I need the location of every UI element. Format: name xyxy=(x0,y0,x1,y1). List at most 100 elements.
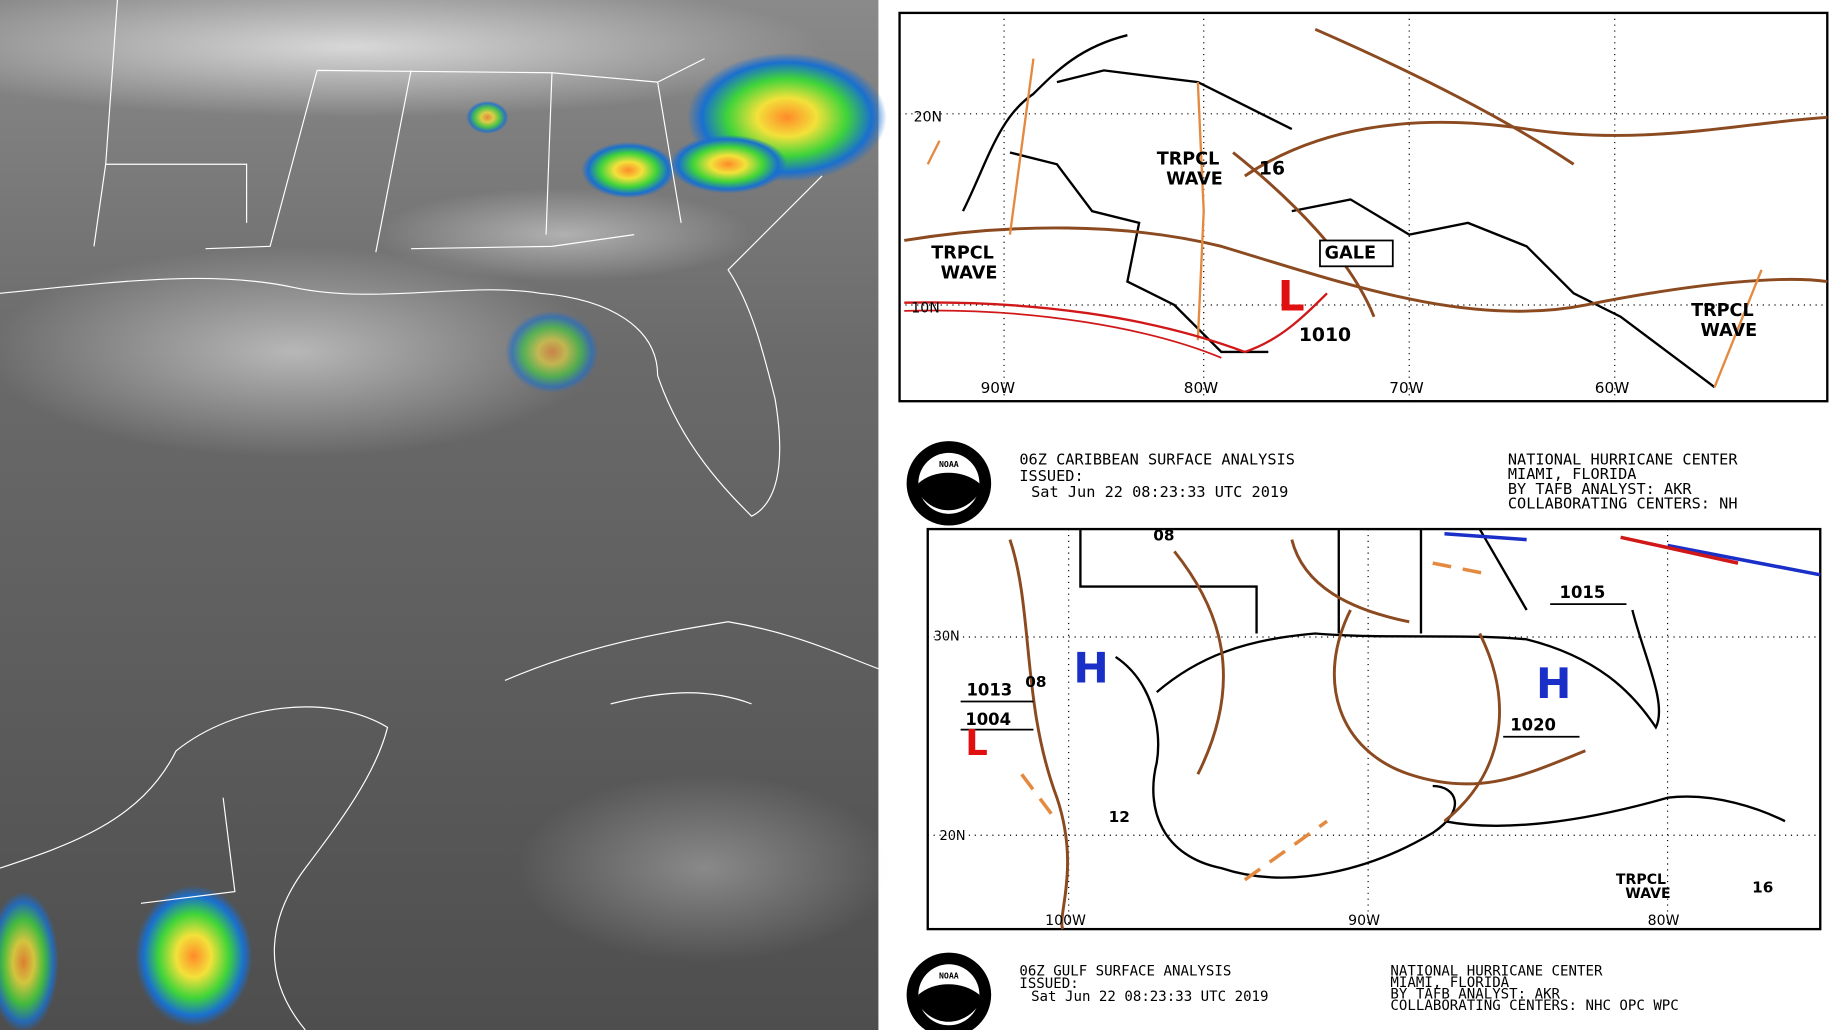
header-time: Sat Jun 22 08:23:33 UTC 2019 xyxy=(1031,989,1268,1005)
cuba-coastline xyxy=(504,621,879,705)
cloud xyxy=(0,246,599,458)
map-label: TRPCL xyxy=(1691,301,1754,321)
tropical-wave xyxy=(1020,561,1492,882)
noaa-logo xyxy=(906,441,992,526)
map-label: 16 xyxy=(1752,879,1773,897)
trough xyxy=(1290,539,1501,823)
map-label: WAVE xyxy=(1166,169,1223,189)
tropical-wave xyxy=(1713,269,1763,388)
state-lines xyxy=(1079,528,1528,634)
storm-cell xyxy=(466,100,509,134)
boundaries xyxy=(0,0,879,1030)
header-title: 06Z GULF SURFACE ANALYSIS xyxy=(1019,963,1231,979)
graticule xyxy=(899,12,1828,402)
coastlines xyxy=(961,34,1716,389)
isobar xyxy=(904,292,1328,354)
map-label: WAVE xyxy=(941,263,998,283)
map-label: 20N xyxy=(914,109,942,125)
trough xyxy=(1232,27,1575,318)
map-label: 90W xyxy=(1348,913,1380,929)
map-label: 1020 xyxy=(1510,716,1556,735)
gulf-map xyxy=(926,527,1822,931)
cloud xyxy=(375,187,752,282)
satellite-image xyxy=(0,0,893,1030)
trough xyxy=(1244,115,1828,178)
map-label: WAVE xyxy=(1700,321,1757,341)
coastline xyxy=(0,175,823,517)
header-time: Sat Jun 22 08:23:33 UTC 2019 xyxy=(1031,483,1288,501)
storm-cell xyxy=(504,310,599,393)
trough xyxy=(904,226,1828,313)
noaa-logo xyxy=(906,952,992,1030)
logo-bird xyxy=(918,472,980,511)
header-city: MIAMI, FLORIDA xyxy=(1390,975,1509,991)
header-title: 06Z CARIBBEAN SURFACE ANALYSIS xyxy=(1019,450,1295,468)
header-issued: ISSUED: xyxy=(1019,976,1078,992)
tropical-waves xyxy=(926,58,1763,388)
coastline xyxy=(1114,609,1786,879)
storm-cell xyxy=(135,885,253,1027)
troughs xyxy=(904,27,1828,318)
map-frame xyxy=(926,527,1822,931)
map-label: 10N xyxy=(911,301,939,317)
header-collab: COLLABORATING CENTERS: NH xyxy=(1508,495,1738,513)
map-label: H xyxy=(1536,659,1571,708)
cold-front xyxy=(1444,532,1821,577)
map-label: GALE xyxy=(1325,243,1376,263)
header-center: NATIONAL HURRICANE CENTER xyxy=(1390,963,1603,979)
coastlines xyxy=(1079,528,1786,879)
troughs xyxy=(1008,539,1586,930)
yucatan-coastline xyxy=(0,706,389,1030)
cloud xyxy=(0,0,822,118)
map-label: 16 xyxy=(1259,158,1285,179)
caribbean-map xyxy=(898,11,1829,403)
map-label: TRPCL xyxy=(931,243,994,263)
trough xyxy=(1173,550,1586,786)
map-label: 70W xyxy=(1389,379,1424,397)
map-label: 80W xyxy=(1648,913,1680,929)
storm-cell xyxy=(581,141,676,199)
map-label: 08 xyxy=(1153,527,1174,545)
map-label: 20N xyxy=(939,829,965,844)
map-label: 1010 xyxy=(1299,325,1351,346)
map-label: L xyxy=(965,723,987,764)
storm-cell xyxy=(0,891,59,1030)
map-label: TRPCL xyxy=(1616,872,1666,888)
header-issued: ISSUED: xyxy=(1019,467,1083,485)
map-label: 30N xyxy=(934,630,960,645)
logo-text: NOAA xyxy=(939,459,959,469)
map-label: 1004 xyxy=(965,710,1011,729)
header-center: NATIONAL HURRICANE CENTER xyxy=(1508,450,1738,468)
map-label: 100W xyxy=(1045,913,1086,929)
map-label: TRPCL xyxy=(1157,150,1220,170)
logo-text: NOAA xyxy=(939,971,959,981)
header-analyst: BY TAFB ANALYST: AKR xyxy=(1508,480,1693,498)
map-label: WAVE xyxy=(1625,886,1670,902)
isobar xyxy=(904,309,1222,359)
header-analyst: BY TAFB ANALYST: AKR xyxy=(1390,987,1560,1003)
map-label: H xyxy=(1073,644,1108,693)
header-collab: COLLABORATING CENTERS: NHC OPC WPC xyxy=(1390,998,1678,1014)
map-label: 90W xyxy=(981,379,1016,397)
gale-box xyxy=(1319,239,1394,268)
map-label: L xyxy=(1278,272,1305,321)
tropical-wave xyxy=(1196,82,1205,341)
logo-bird xyxy=(918,984,980,1022)
tropical-wave xyxy=(926,58,1035,235)
map-label: 1015 xyxy=(1560,583,1606,602)
map-label: 80W xyxy=(1184,379,1219,397)
map-label: 60W xyxy=(1595,379,1630,397)
map-label: 08 xyxy=(1025,673,1046,691)
pressure-underlines xyxy=(960,603,1627,738)
map-label: 12 xyxy=(1109,808,1130,826)
header-city: MIAMI, FLORIDA xyxy=(1508,465,1637,483)
storm-cell xyxy=(669,134,787,194)
cloud xyxy=(516,774,893,962)
warm-front xyxy=(1620,535,1739,565)
coastline xyxy=(961,34,1716,389)
trough xyxy=(1008,539,1070,930)
state-lines xyxy=(93,0,705,253)
map-label: 1013 xyxy=(966,680,1012,699)
